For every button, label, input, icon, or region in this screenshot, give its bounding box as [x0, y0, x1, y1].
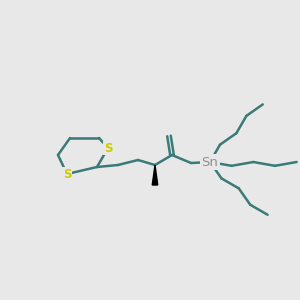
- Text: S: S: [104, 142, 112, 154]
- Polygon shape: [152, 165, 158, 185]
- Text: S: S: [63, 167, 71, 181]
- Text: Sn: Sn: [202, 155, 218, 169]
